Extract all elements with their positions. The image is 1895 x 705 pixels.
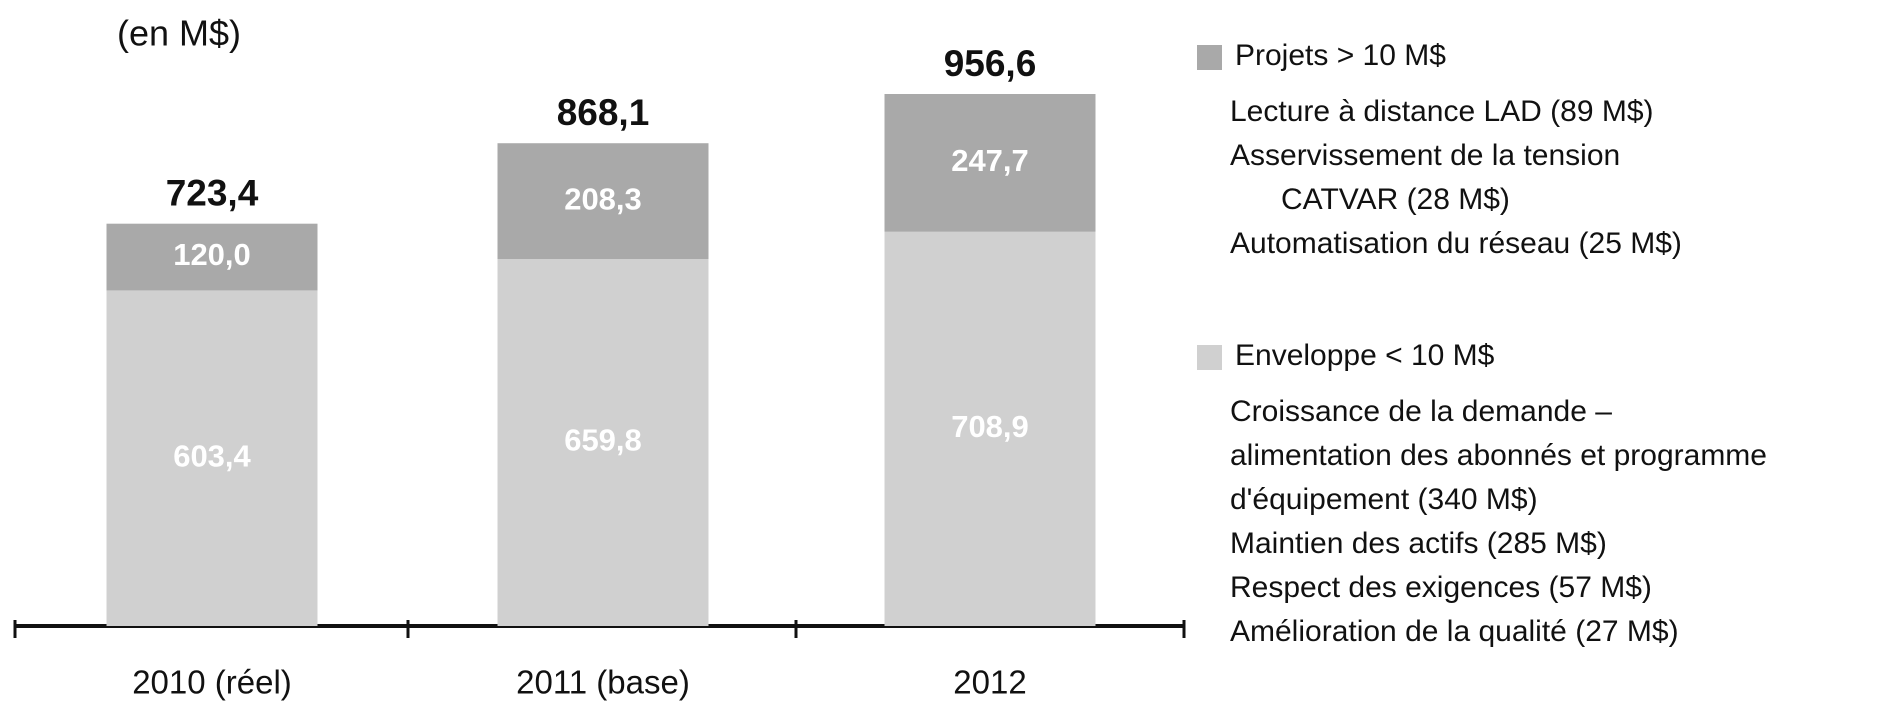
legend-swatch [1197,45,1222,70]
bar-segment [106,223,318,291]
legend-item: Asservissement de la tension [1230,139,1620,172]
bar-segment [106,290,318,626]
bar-segment [884,231,1096,627]
legend-item: Amélioration de la qualité (27 M$) [1230,615,1679,648]
legend-item: Maintien des actifs (285 M$) [1230,527,1607,560]
legend-label: Enveloppe < 10 M$ [1235,339,1495,372]
total-label: 868,1 [557,92,650,133]
total-label: 956,6 [944,43,1037,84]
legend-item: alimentation des abonnés et programme [1230,439,1767,472]
value-label: 708,9 [951,409,1029,444]
bar-segment [497,259,709,626]
legend-label: Projets > 10 M$ [1235,39,1446,72]
value-label: 659,8 [564,423,642,458]
legend-item: CATVAR (28 M$) [1281,183,1510,216]
x-tick-label: 2012 [953,664,1026,701]
x-tick-label: 2010 (réel) [132,664,292,701]
unit-label: (en M$) [117,13,241,54]
total-label: 723,4 [166,172,259,213]
value-label: 208,3 [564,181,642,216]
bar-segment [497,143,709,260]
x-tick-label: 2011 (base) [516,664,690,701]
legend-item: Croissance de la demande – [1230,395,1612,428]
legend-item: d'équipement (340 M$) [1230,483,1538,516]
legend-swatch [1197,345,1222,370]
bar-segment [884,94,1096,232]
value-label: 247,7 [951,143,1029,178]
legend-item: Respect des exigences (57 M$) [1230,571,1652,604]
legend-item: Lecture à distance LAD (89 M$) [1230,95,1654,128]
value-label: 120,0 [173,237,251,272]
value-label: 603,4 [173,438,251,473]
legend-item: Automatisation du réseau (25 M$) [1230,227,1682,260]
